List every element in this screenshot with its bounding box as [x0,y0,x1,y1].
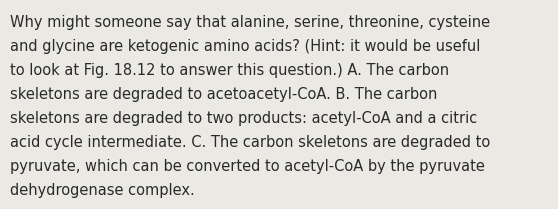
Text: to look at Fig. 18.12 to answer this question.) A. The carbon: to look at Fig. 18.12 to answer this que… [10,63,449,78]
Text: and glycine are ketogenic amino acids? (Hint: it would be useful: and glycine are ketogenic amino acids? (… [10,39,480,54]
Text: acid cycle intermediate. C. The carbon skeletons are degraded to: acid cycle intermediate. C. The carbon s… [10,135,490,150]
Text: Why might someone say that alanine, serine, threonine, cysteine: Why might someone say that alanine, seri… [10,15,490,30]
Text: skeletons are degraded to two products: acetyl-CoA and a citric: skeletons are degraded to two products: … [10,111,477,126]
Text: dehydrogenase complex.: dehydrogenase complex. [10,183,195,198]
Text: skeletons are degraded to acetoacetyl-CoA. B. The carbon: skeletons are degraded to acetoacetyl-Co… [10,87,437,102]
Text: pyruvate, which can be converted to acetyl-CoA by the pyruvate: pyruvate, which can be converted to acet… [10,159,485,174]
